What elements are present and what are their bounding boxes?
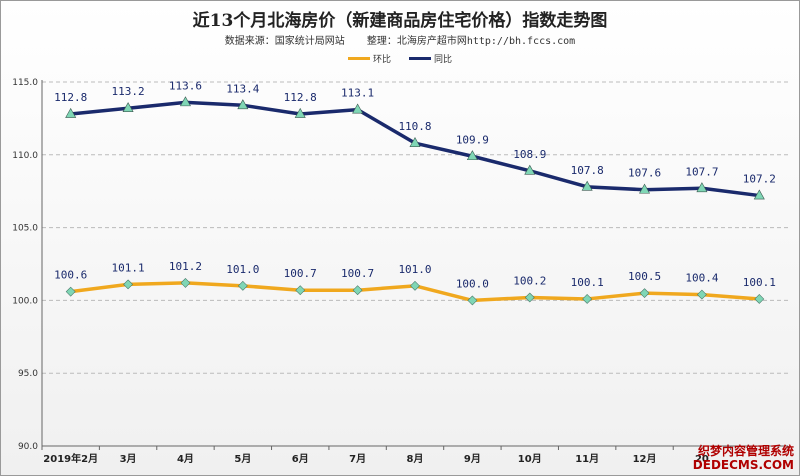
data-label-mom: 101.0 [226, 263, 259, 276]
data-label-yoy: 113.2 [112, 85, 145, 98]
chart-legend: 环比 同比 [0, 52, 800, 65]
data-point-mom [295, 285, 306, 296]
chart-title: 近13个月北海房价（新建商品房住宅价格）指数走势图 [192, 11, 608, 31]
data-point-yoy [409, 137, 421, 147]
data-label-yoy: 112.8 [284, 91, 317, 104]
chart-subtitle: 数据来源：国家统计局网站 整理：北海房产超市网http://bh.fccs.co… [0, 32, 800, 47]
data-point-mom [696, 289, 707, 300]
data-label-yoy: 107.8 [571, 164, 604, 177]
legend-swatch-yoy [409, 57, 431, 60]
x-tick-label: 11月 [575, 453, 599, 465]
y-tick-label: 100.0 [12, 296, 38, 306]
data-label-yoy: 109.9 [456, 133, 489, 146]
legend-label-yoy: 同比 [434, 55, 453, 65]
x-tick-label: 9月 [464, 453, 481, 465]
y-tick-label: 105.0 [12, 224, 38, 234]
data-point-yoy [237, 99, 249, 110]
watermark-line1: 织梦内容管理系统 [697, 444, 794, 458]
data-label-mom: 100.7 [284, 267, 317, 280]
data-label-mom: 100.4 [685, 272, 718, 285]
data-point-mom [467, 295, 478, 306]
series-line-yoy [70, 100, 760, 198]
legend-label-mom: 环比 [372, 55, 391, 65]
data-point-yoy [122, 102, 134, 113]
data-point-yoy [581, 180, 593, 191]
organizer-note: 整理：北海房产超市网http://bh.fccs.com [366, 36, 576, 47]
data-label-yoy: 107.6 [628, 167, 661, 180]
data-point-mom [754, 294, 765, 304]
data-label-yoy: 107.2 [743, 173, 776, 186]
data-point-yoy [639, 183, 651, 194]
data-label-mom: 100.2 [513, 274, 546, 287]
data-label-yoy: 113.6 [169, 79, 202, 92]
data-label-mom: 100.1 [571, 276, 604, 289]
x-tick-label: 6月 [292, 453, 309, 465]
data-label-mom: 100.1 [743, 276, 776, 289]
y-tick-label: 90.0 [18, 442, 38, 452]
data-label-mom: 100.6 [54, 269, 87, 282]
data-label-mom: 101.1 [112, 261, 145, 274]
data-point-mom [65, 286, 76, 297]
x-tick-label: 20 [695, 454, 709, 465]
y-tick-label: 95.0 [18, 369, 38, 379]
watermark-line2: DEDECMS.COM [692, 458, 794, 472]
data-label-yoy: 110.8 [398, 120, 431, 133]
x-tick-label: 2019年2月 [43, 452, 98, 465]
x-tick-label: 12月 [633, 453, 657, 465]
data-point-mom [582, 294, 593, 304]
data-point-mom [524, 292, 535, 303]
data-point-yoy [294, 107, 306, 118]
data-point-yoy [524, 164, 536, 175]
data-point-yoy [65, 107, 77, 118]
data-point-mom [352, 285, 363, 296]
data-point-mom [180, 278, 191, 288]
x-tick-label: 7月 [349, 453, 366, 465]
x-tick-label: 10月 [518, 453, 542, 465]
x-tick-label: 4月 [177, 453, 194, 465]
y-tick-label: 110.0 [12, 151, 38, 161]
legend-item-mom: 环比 [347, 52, 391, 65]
data-label-mom: 101.0 [398, 263, 431, 276]
data-point-yoy [352, 103, 364, 114]
data-point-mom [123, 279, 134, 290]
legend-swatch-mom [347, 57, 370, 60]
data-label-mom: 100.0 [456, 277, 489, 290]
x-tick-label: 3月 [120, 453, 137, 465]
data-label-yoy: 108.9 [513, 148, 546, 161]
x-tick-label: 5月 [234, 453, 251, 465]
data-label-mom: 100.7 [341, 267, 374, 280]
data-label-mom: 101.2 [169, 260, 202, 273]
data-point-mom [639, 288, 650, 299]
data-point-yoy [466, 150, 478, 161]
y-tick-label: 115.0 [12, 78, 38, 88]
data-label-yoy: 112.8 [54, 91, 87, 104]
data-label-yoy: 107.7 [685, 165, 718, 178]
data-label-yoy: 113.1 [341, 87, 374, 100]
data-point-yoy [696, 182, 708, 193]
watermark: 织梦内容管理系统 DEDECMS.COM [693, 444, 794, 472]
data-label-yoy: 113.4 [226, 82, 259, 95]
data-point-mom [410, 280, 420, 291]
source-note: 数据来源：国家统计局网站 [224, 36, 345, 47]
x-tick-label: 8月 [407, 453, 424, 465]
data-point-yoy [753, 189, 765, 200]
data-point-yoy [179, 96, 191, 107]
data-label-mom: 100.5 [628, 270, 661, 283]
legend-item-yoy: 同比 [409, 52, 452, 65]
data-point-mom [237, 280, 248, 291]
